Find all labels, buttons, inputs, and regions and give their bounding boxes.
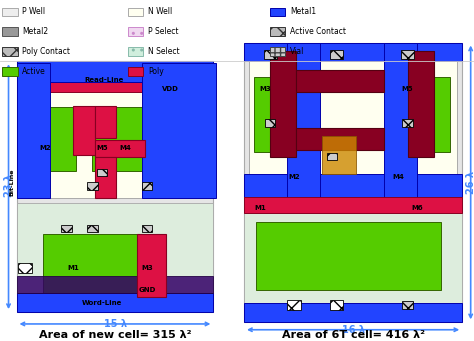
Text: Word-Line: Word-Line bbox=[82, 300, 122, 306]
Text: 26 λ: 26 λ bbox=[465, 171, 474, 194]
Text: Metal2: Metal2 bbox=[22, 27, 48, 36]
Bar bbox=[2, 8, 18, 16]
Bar bbox=[28, 107, 76, 170]
Bar bbox=[17, 72, 213, 92]
Bar bbox=[244, 43, 462, 322]
Text: Poly: Poly bbox=[148, 67, 164, 76]
Bar bbox=[73, 106, 95, 155]
Bar bbox=[142, 225, 152, 232]
Bar bbox=[244, 303, 462, 322]
Text: M4: M4 bbox=[392, 174, 404, 180]
Bar bbox=[401, 50, 414, 59]
Text: Read-Line: Read-Line bbox=[84, 77, 124, 83]
Bar bbox=[128, 47, 143, 56]
Text: M1: M1 bbox=[68, 265, 79, 271]
Bar bbox=[95, 157, 116, 198]
Bar bbox=[244, 174, 462, 198]
Bar bbox=[2, 67, 18, 76]
Bar bbox=[61, 225, 72, 232]
Bar bbox=[142, 63, 216, 198]
Text: Area of new cell= 315 λ²: Area of new cell= 315 λ² bbox=[39, 330, 191, 340]
Text: GND: GND bbox=[138, 287, 155, 293]
Text: 16 λ: 16 λ bbox=[342, 325, 365, 335]
Text: M2: M2 bbox=[288, 174, 300, 180]
Text: 15 λ: 15 λ bbox=[104, 319, 127, 329]
Bar bbox=[256, 222, 441, 290]
Bar bbox=[17, 63, 50, 198]
Bar bbox=[43, 234, 147, 297]
Bar bbox=[128, 67, 143, 76]
Bar bbox=[17, 203, 213, 312]
Bar bbox=[95, 106, 116, 138]
Bar bbox=[270, 27, 285, 36]
Bar bbox=[330, 300, 343, 310]
Text: M5: M5 bbox=[402, 86, 413, 92]
Bar bbox=[389, 77, 450, 152]
Bar bbox=[128, 27, 143, 36]
Bar bbox=[244, 197, 462, 213]
Bar bbox=[265, 119, 275, 127]
Bar bbox=[287, 43, 320, 198]
Bar bbox=[384, 43, 417, 198]
Bar bbox=[402, 119, 413, 127]
Bar bbox=[270, 51, 296, 157]
Bar bbox=[244, 43, 462, 61]
Text: Vial: Vial bbox=[290, 47, 304, 56]
Text: M1: M1 bbox=[255, 205, 266, 211]
Text: Metal1: Metal1 bbox=[290, 8, 316, 16]
Text: P Select: P Select bbox=[148, 27, 178, 36]
Bar bbox=[87, 182, 98, 190]
Bar bbox=[402, 301, 413, 309]
Text: M5: M5 bbox=[96, 145, 108, 151]
Bar bbox=[92, 107, 201, 170]
Bar bbox=[17, 276, 213, 293]
Text: N Select: N Select bbox=[148, 47, 180, 56]
Bar bbox=[296, 128, 384, 150]
Bar bbox=[322, 136, 356, 174]
Text: Active Contact: Active Contact bbox=[290, 27, 346, 36]
Bar bbox=[244, 205, 462, 322]
Bar bbox=[17, 61, 213, 312]
Bar bbox=[327, 153, 337, 160]
Text: M6: M6 bbox=[411, 205, 423, 211]
Bar bbox=[408, 51, 434, 157]
Bar bbox=[264, 50, 277, 59]
Bar bbox=[270, 47, 285, 56]
Bar bbox=[95, 140, 145, 157]
Text: Area of 6T cell= 416 λ²: Area of 6T cell= 416 λ² bbox=[282, 330, 425, 340]
Text: N Well: N Well bbox=[148, 8, 172, 16]
Text: Bit-Line: Bit-Line bbox=[10, 169, 15, 196]
Bar bbox=[249, 51, 457, 198]
Text: M3: M3 bbox=[141, 265, 153, 271]
Text: M2: M2 bbox=[39, 145, 51, 151]
Bar bbox=[254, 77, 315, 152]
Bar bbox=[87, 225, 98, 232]
Bar bbox=[2, 47, 18, 56]
Bar bbox=[21, 66, 206, 198]
Bar bbox=[296, 70, 384, 92]
Text: VDD: VDD bbox=[162, 86, 179, 92]
Text: Poly Contact: Poly Contact bbox=[22, 47, 70, 56]
Text: M3: M3 bbox=[260, 86, 271, 92]
Text: P Well: P Well bbox=[22, 8, 46, 16]
Bar bbox=[128, 8, 143, 16]
Bar bbox=[270, 8, 285, 16]
Bar bbox=[137, 234, 166, 297]
Bar bbox=[330, 50, 343, 59]
Bar bbox=[18, 263, 32, 273]
Bar bbox=[2, 27, 18, 36]
Bar bbox=[17, 61, 213, 82]
Bar bbox=[287, 300, 301, 310]
Text: M4: M4 bbox=[119, 145, 132, 151]
Text: 23 λ: 23 λ bbox=[3, 174, 14, 197]
Text: Active: Active bbox=[22, 67, 46, 76]
Bar bbox=[142, 182, 152, 190]
Bar bbox=[97, 169, 107, 176]
Bar bbox=[17, 293, 213, 312]
